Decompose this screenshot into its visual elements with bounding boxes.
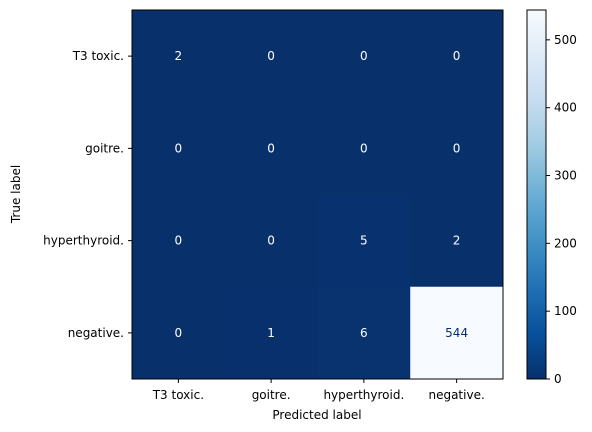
cell-value-label: 6 <box>360 326 368 340</box>
cell-value-label: 0 <box>267 141 275 155</box>
matrix-cell-labels: 2 0 0 0 0 0 0 0 0 0 5 2 0 1 6 544 <box>175 49 469 340</box>
x-tick-label: goitre. <box>252 388 291 402</box>
x-axis-label: Predicted label <box>272 408 361 422</box>
matrix-cell <box>410 102 504 195</box>
plot-frame <box>131 9 504 380</box>
colorbar <box>526 9 547 380</box>
cell-value-label: 0 <box>453 141 461 155</box>
cell-value-label: 0 <box>267 49 275 63</box>
y-tick-label: negative. <box>68 326 124 340</box>
cell-value-label: 0 <box>267 234 275 248</box>
cell-value-label: 5 <box>360 234 368 248</box>
colorbar-tick-label: 400 <box>554 101 577 115</box>
cell-value-label: 1 <box>267 326 275 340</box>
x-tick-label: T3 toxic. <box>152 388 204 402</box>
matrix-cell <box>224 10 318 103</box>
cell-value-label: 0 <box>175 141 183 155</box>
colorbar-tick-label: 200 <box>554 236 577 250</box>
x-tick-label: hyperthyroid. <box>323 388 404 402</box>
matrix-cell <box>132 286 226 380</box>
matrix-cell <box>224 194 318 288</box>
matrix-cells <box>132 10 504 380</box>
matrix-cell <box>410 10 504 103</box>
matrix-cell <box>317 194 411 288</box>
cell-value-label: 0 <box>175 234 183 248</box>
colorbar-tick-label: 500 <box>554 33 577 47</box>
matrix-cell <box>132 10 226 103</box>
matrix-cell <box>224 286 318 380</box>
colorbar-tick-labels: 0 100 200 300 400 500 <box>546 33 577 386</box>
y-tick-label: T3 toxic. <box>72 49 124 63</box>
matrix-cell <box>317 102 411 195</box>
x-tick-labels: T3 toxic. goitre. hyperthyroid. negative. <box>152 379 485 402</box>
cell-value-label: 0 <box>360 141 368 155</box>
y-axis-label: True label <box>9 165 23 224</box>
x-tick-label: negative. <box>428 388 484 402</box>
cell-value-label: 0 <box>360 49 368 63</box>
matrix-cell <box>317 286 411 380</box>
matrix-cell <box>132 194 226 288</box>
y-tick-label: goitre. <box>85 141 124 155</box>
matrix-cell <box>410 194 504 288</box>
cell-value-label: 2 <box>453 234 461 248</box>
colorbar-tick-label: 300 <box>554 169 577 183</box>
y-tick-label: hyperthyroid. <box>43 234 124 248</box>
matrix-cell <box>317 10 411 103</box>
cell-value-label: 544 <box>445 326 468 340</box>
cell-value-label: 0 <box>453 49 461 63</box>
colorbar-tick-label: 0 <box>554 372 562 386</box>
cell-value-label: 2 <box>175 49 183 63</box>
matrix-cell <box>410 286 504 380</box>
matrix-cell <box>132 102 226 195</box>
cell-value-label: 0 <box>175 326 183 340</box>
colorbar-tick-label: 100 <box>554 304 577 318</box>
y-tick-labels: T3 toxic. goitre. hyperthyroid. negative. <box>43 49 132 340</box>
matrix-cell <box>224 102 318 195</box>
